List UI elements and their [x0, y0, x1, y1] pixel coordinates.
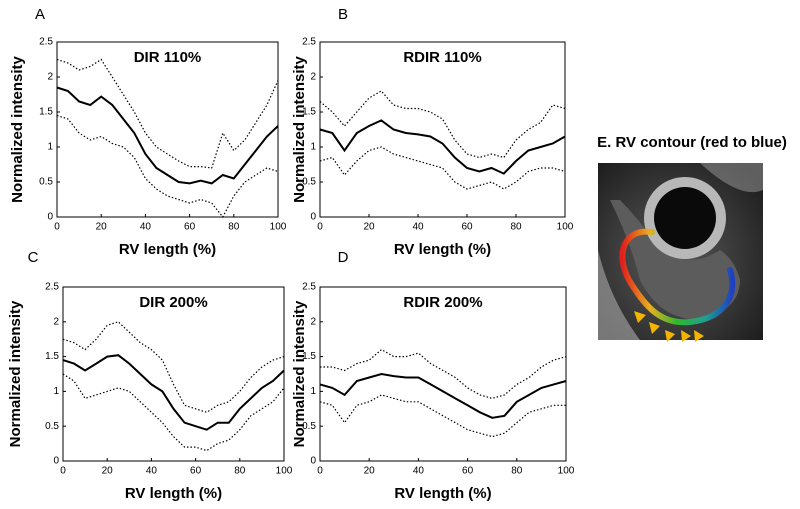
y-tick-label: 1 — [310, 142, 316, 153]
y-tick-label: 1.5 — [39, 107, 53, 118]
x-tick-label: 40 — [412, 222, 424, 233]
bound-line — [56, 58, 279, 169]
x-tick-label: 0 — [317, 222, 323, 233]
chart-title: DIR 200% — [139, 294, 207, 311]
y-tick-label: 1.5 — [302, 107, 316, 118]
plot-frame — [319, 41, 566, 218]
mri-image — [598, 163, 763, 342]
bound-line — [62, 321, 285, 413]
y-tick-label: 2.5 — [39, 37, 53, 48]
x-tick-label: 100 — [276, 466, 293, 477]
x-tick-label: 40 — [413, 466, 425, 477]
x-tick-label: 60 — [462, 466, 474, 477]
x-tick-label: 100 — [558, 466, 575, 477]
x-tick-label: 20 — [363, 222, 375, 233]
x-tick-label: 20 — [364, 466, 376, 477]
y-tick-label: 1.5 — [302, 351, 316, 362]
x-tick-label: 20 — [96, 222, 108, 233]
y-tick-label: 2 — [53, 316, 59, 327]
mean-line — [319, 372, 567, 419]
x-tick-label: 20 — [102, 466, 114, 477]
plot-frame — [56, 41, 279, 218]
y-tick-label: 1 — [47, 142, 53, 153]
panel-label: C — [28, 249, 39, 266]
x-axis-label: RV length (%) — [394, 485, 491, 502]
panel-label: D — [338, 249, 349, 266]
bound-line — [62, 373, 285, 452]
y-tick-label: 2 — [310, 316, 316, 327]
x-axis-label: RV length (%) — [119, 241, 216, 258]
y-tick-label: 0.5 — [302, 421, 316, 432]
x-tick-label: 80 — [511, 466, 523, 477]
plot-frame — [319, 286, 567, 462]
chart-title: RDIR 110% — [403, 49, 481, 66]
x-tick-label: 60 — [190, 466, 202, 477]
y-tick-label: 1 — [310, 386, 316, 397]
x-tick-label: 0 — [60, 466, 66, 477]
y-axis-label: Normalized intensity — [291, 300, 308, 447]
panel-label: B — [338, 6, 348, 23]
x-tick-label: 40 — [140, 222, 152, 233]
bound-line — [319, 146, 566, 190]
y-tick-label: 0 — [310, 456, 316, 467]
x-tick-label: 0 — [54, 222, 60, 233]
y-axis-label: Normalized intensity — [291, 55, 308, 202]
panel-label: A — [35, 6, 45, 23]
mean-line — [56, 86, 279, 185]
bound-line — [319, 90, 566, 159]
y-tick-label: 0.5 — [39, 177, 53, 188]
image-title: E. RV contour (red to blue) — [597, 134, 787, 151]
y-tick-label: 2.5 — [302, 37, 316, 48]
x-tick-label: 60 — [461, 222, 473, 233]
y-tick-label: 0 — [310, 212, 316, 223]
x-tick-label: 40 — [146, 466, 158, 477]
x-tick-label: 100 — [270, 222, 287, 233]
y-tick-label: 0.5 — [302, 177, 316, 188]
x-tick-label: 0 — [317, 466, 323, 477]
y-tick-label: 2 — [47, 72, 53, 83]
x-tick-label: 80 — [234, 466, 246, 477]
x-axis-label: RV length (%) — [125, 485, 222, 502]
y-tick-label: 2.5 — [45, 282, 59, 293]
x-tick-label: 100 — [557, 222, 574, 233]
x-tick-label: 60 — [184, 222, 196, 233]
mean-line — [62, 354, 285, 431]
bound-line — [320, 348, 567, 400]
y-tick-label: 0 — [53, 456, 59, 467]
chart-title: RDIR 200% — [403, 294, 482, 311]
bound-line — [56, 114, 279, 219]
plot-frame — [62, 286, 285, 462]
x-tick-label: 80 — [510, 222, 522, 233]
y-tick-label: 2.5 — [302, 282, 316, 293]
y-tick-label: 2 — [310, 72, 316, 83]
x-tick-label: 80 — [228, 222, 240, 233]
bound-line — [319, 394, 566, 438]
y-tick-label: 0 — [47, 212, 53, 223]
chart-title: DIR 110% — [134, 49, 202, 66]
y-tick-label: 0.5 — [45, 421, 59, 432]
y-tick-label: 1.5 — [45, 351, 59, 362]
x-axis-label: RV length (%) — [394, 241, 491, 258]
y-axis-label: Normalized intensity — [9, 55, 26, 202]
y-tick-label: 1 — [53, 386, 59, 397]
mean-line — [319, 119, 566, 175]
y-axis-label: Normalized intensity — [7, 300, 24, 447]
